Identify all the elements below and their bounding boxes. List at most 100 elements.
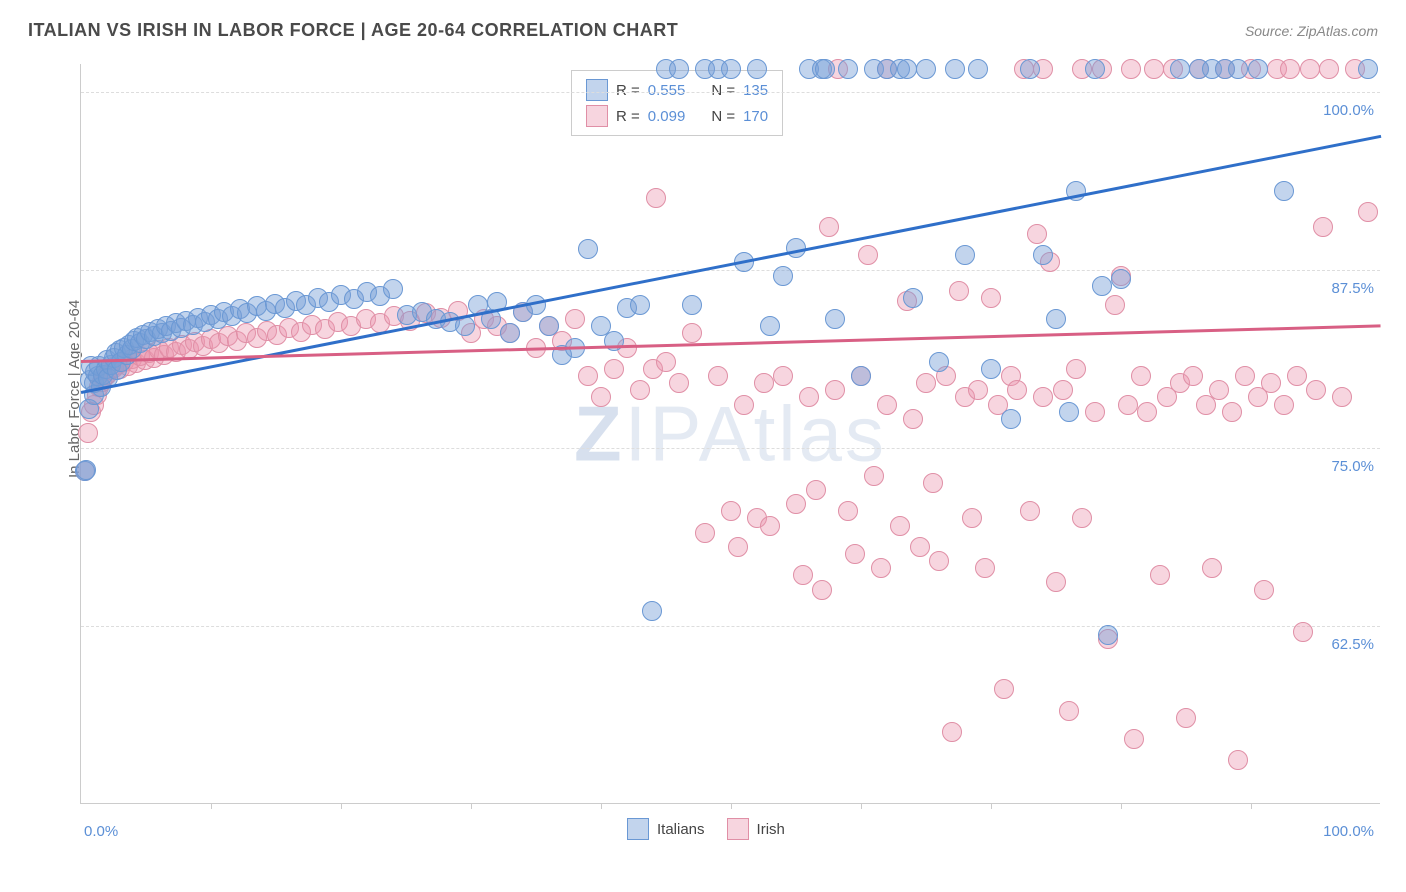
data-point bbox=[851, 366, 871, 386]
data-point bbox=[630, 380, 650, 400]
data-point bbox=[1001, 409, 1021, 429]
data-point bbox=[945, 59, 965, 79]
data-point bbox=[1313, 217, 1333, 237]
plot-area: ZIPAtlas R =0.555N =135R =0.099N =170 62… bbox=[80, 64, 1380, 804]
series-legend: Italians Irish bbox=[627, 818, 785, 840]
correlation-legend: R =0.555N =135R =0.099N =170 bbox=[571, 70, 783, 136]
data-point bbox=[734, 395, 754, 415]
legend-item: Irish bbox=[727, 818, 785, 840]
data-point bbox=[1092, 276, 1112, 296]
data-point bbox=[975, 558, 995, 578]
data-point bbox=[838, 59, 858, 79]
legend-n-value: 170 bbox=[743, 108, 768, 125]
data-point bbox=[1254, 580, 1274, 600]
data-point bbox=[578, 239, 598, 259]
data-point bbox=[949, 281, 969, 301]
legend-series-label: Italians bbox=[657, 821, 705, 838]
data-point bbox=[669, 59, 689, 79]
x-axis-max-label: 100.0% bbox=[1323, 823, 1374, 840]
watermark: ZIPAtlas bbox=[574, 388, 887, 479]
data-point bbox=[1261, 373, 1281, 393]
chart-header: ITALIAN VS IRISH IN LABOR FORCE | AGE 20… bbox=[0, 0, 1406, 53]
data-point bbox=[981, 288, 1001, 308]
data-point bbox=[708, 366, 728, 386]
gridline bbox=[81, 270, 1380, 271]
data-point bbox=[728, 537, 748, 557]
chart-container: In Labor Force | Age 20-64 ZIPAtlas R =0… bbox=[52, 58, 1382, 838]
data-point bbox=[981, 359, 1001, 379]
data-point bbox=[760, 316, 780, 336]
legend-n-label: N = bbox=[711, 108, 735, 125]
data-point bbox=[1183, 366, 1203, 386]
data-point bbox=[968, 380, 988, 400]
data-point bbox=[754, 373, 774, 393]
data-point bbox=[1027, 224, 1047, 244]
y-tick-label: 87.5% bbox=[1331, 280, 1374, 297]
data-point bbox=[591, 387, 611, 407]
data-point bbox=[656, 352, 676, 372]
data-point bbox=[539, 316, 559, 336]
data-point bbox=[1131, 366, 1151, 386]
data-point bbox=[968, 59, 988, 79]
data-point bbox=[1209, 380, 1229, 400]
data-point bbox=[721, 59, 741, 79]
data-point bbox=[962, 508, 982, 528]
data-point bbox=[773, 266, 793, 286]
data-point bbox=[903, 409, 923, 429]
data-point bbox=[695, 523, 715, 543]
data-point bbox=[1085, 59, 1105, 79]
x-tick bbox=[991, 803, 992, 809]
data-point bbox=[1007, 380, 1027, 400]
data-point bbox=[871, 558, 891, 578]
data-point bbox=[1066, 359, 1086, 379]
data-point bbox=[1235, 366, 1255, 386]
data-point bbox=[773, 366, 793, 386]
data-point bbox=[825, 309, 845, 329]
data-point bbox=[1332, 387, 1352, 407]
data-point bbox=[793, 565, 813, 585]
legend-swatch bbox=[586, 79, 608, 101]
data-point bbox=[721, 501, 741, 521]
data-point bbox=[78, 423, 98, 443]
data-point bbox=[642, 601, 662, 621]
data-point bbox=[877, 395, 897, 415]
data-point bbox=[1300, 59, 1320, 79]
data-point bbox=[682, 323, 702, 343]
data-point bbox=[890, 516, 910, 536]
data-point bbox=[1053, 380, 1073, 400]
data-point bbox=[1287, 366, 1307, 386]
legend-row: R =0.555N =135 bbox=[586, 77, 768, 103]
legend-swatch bbox=[727, 818, 749, 840]
x-tick bbox=[211, 803, 212, 809]
data-point bbox=[903, 288, 923, 308]
legend-item: Italians bbox=[627, 818, 705, 840]
data-point bbox=[1274, 181, 1294, 201]
data-point bbox=[1118, 395, 1138, 415]
legend-r-value: 0.555 bbox=[648, 82, 686, 99]
data-point bbox=[1248, 59, 1268, 79]
data-point bbox=[1280, 59, 1300, 79]
data-point bbox=[815, 59, 835, 79]
data-point bbox=[1046, 572, 1066, 592]
data-point bbox=[1293, 622, 1313, 642]
data-point bbox=[923, 473, 943, 493]
chart-source: Source: ZipAtlas.com bbox=[1245, 23, 1378, 39]
x-tick bbox=[731, 803, 732, 809]
x-tick bbox=[1251, 803, 1252, 809]
x-axis-min-label: 0.0% bbox=[84, 823, 118, 840]
gridline bbox=[81, 448, 1380, 449]
data-point bbox=[760, 516, 780, 536]
x-tick bbox=[601, 803, 602, 809]
data-point bbox=[1046, 309, 1066, 329]
data-point bbox=[916, 373, 936, 393]
data-point bbox=[1020, 59, 1040, 79]
data-point bbox=[500, 323, 520, 343]
data-point bbox=[819, 217, 839, 237]
data-point bbox=[864, 466, 884, 486]
data-point bbox=[1098, 625, 1118, 645]
x-tick bbox=[471, 803, 472, 809]
data-point bbox=[1105, 295, 1125, 315]
data-point bbox=[929, 352, 949, 372]
data-point bbox=[812, 580, 832, 600]
legend-r-label: R = bbox=[616, 108, 640, 125]
